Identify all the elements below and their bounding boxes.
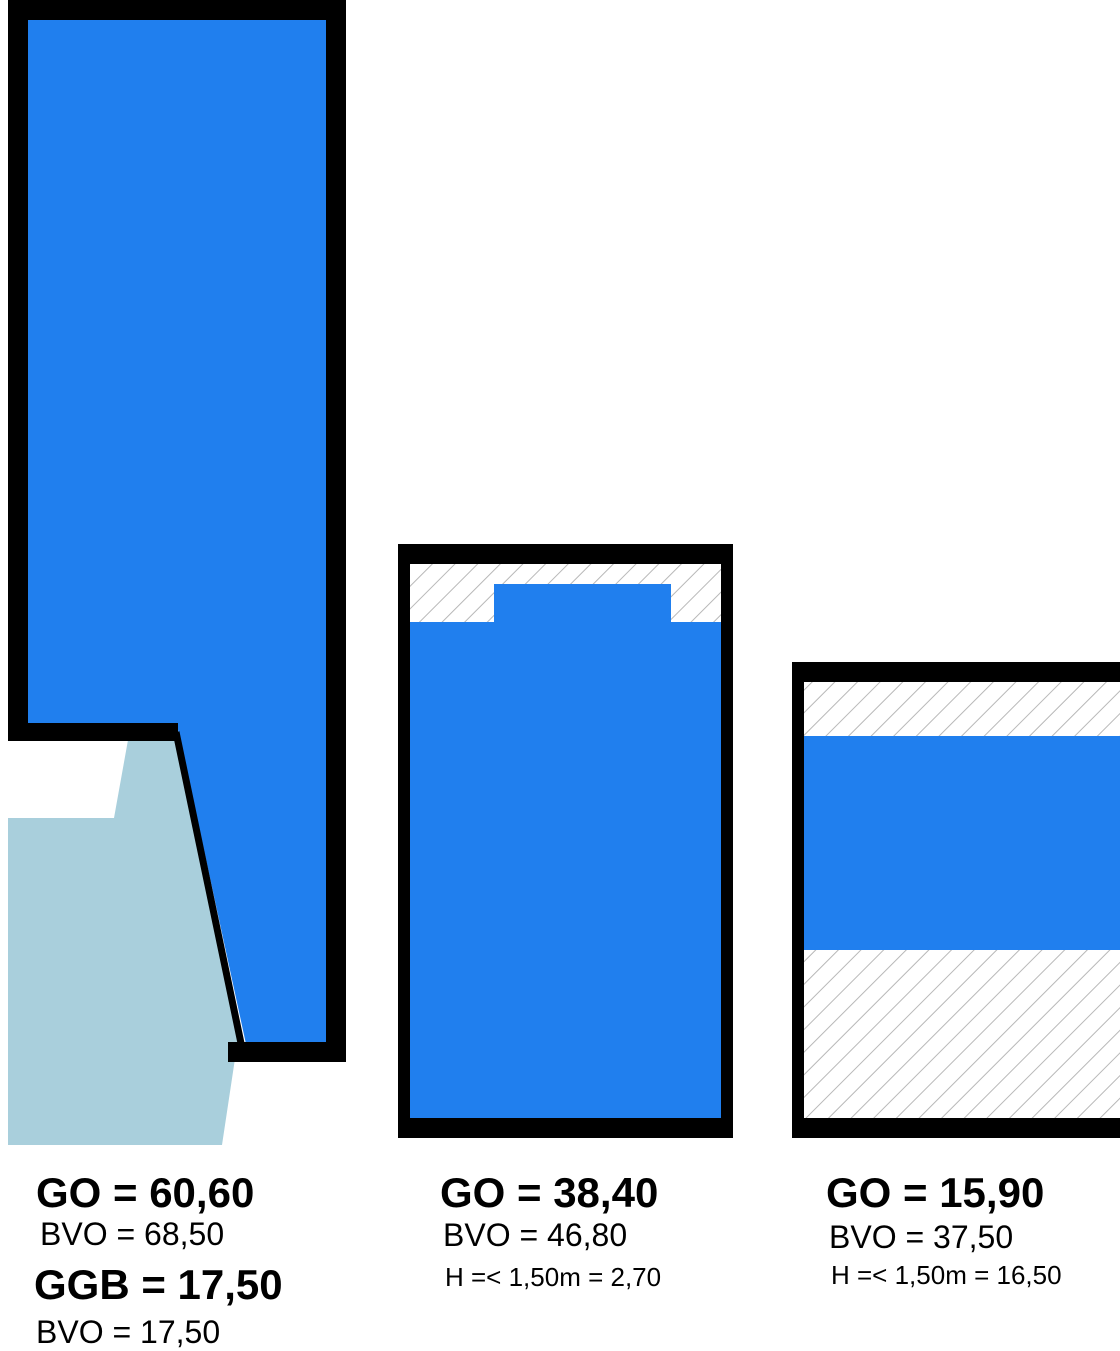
unit-3-low-height-area-top xyxy=(802,682,1120,736)
unit-3-bvo-label: BVO = 37,50 xyxy=(829,1219,1014,1255)
unit-3-go-area xyxy=(802,736,1120,950)
unit-2-go-label: GO = 38,40 xyxy=(440,1169,659,1216)
unit-2-go-area xyxy=(408,584,724,1120)
unit-1-wall-diagonal xyxy=(172,731,246,1049)
unit-3-plan xyxy=(792,662,1120,1138)
unit-1-ggb-label: GGB = 17,50 xyxy=(34,1261,283,1308)
unit-2-wall-top xyxy=(398,544,733,564)
unit-2-low-height-label: H =< 1,50m = 2,70 xyxy=(445,1262,662,1292)
unit-1-go-area xyxy=(18,20,332,1044)
unit-3-wall-bottom xyxy=(792,1118,1120,1138)
unit-2-bvo-label: BVO = 46,80 xyxy=(443,1217,628,1253)
unit-3-wall-left xyxy=(792,662,804,1138)
unit-1-plan xyxy=(8,0,346,1145)
unit-2-plan xyxy=(398,544,733,1138)
unit-1-walls xyxy=(8,0,346,1062)
unit-3-go-label: GO = 15,90 xyxy=(826,1169,1045,1216)
unit-2-wall-bottom xyxy=(398,1118,733,1138)
unit-3-low-height-label: H =< 1,50m = 16,50 xyxy=(831,1260,1062,1290)
unit-1-bvo-label: BVO = 68,50 xyxy=(40,1216,225,1252)
unit-1-ggb-bvo-label: BVO = 17,50 xyxy=(36,1314,221,1350)
unit-1-go-label: GO = 60,60 xyxy=(36,1169,255,1216)
unit-3-wall-top xyxy=(792,662,1120,682)
unit-1-ggb-area xyxy=(8,740,244,1145)
unit-3-low-height-area-bottom xyxy=(802,950,1120,1120)
